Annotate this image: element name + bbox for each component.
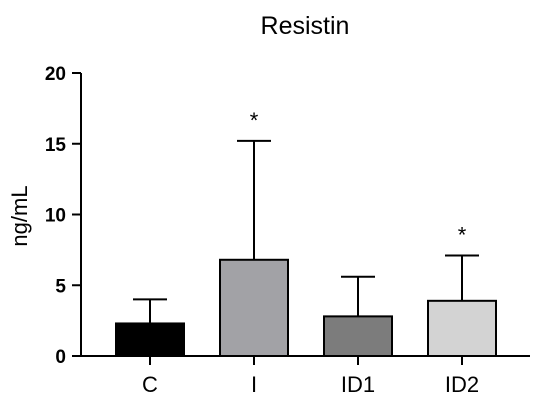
bar-c [115, 322, 185, 357]
x-tick-label: I [251, 372, 257, 397]
significance-marker: * [250, 108, 259, 133]
bar-id1 [323, 315, 393, 358]
significance-marker: * [458, 223, 467, 248]
y-tick-label: 0 [55, 347, 66, 368]
x-tick-label: ID1 [341, 372, 375, 397]
bar-id2 [427, 299, 497, 358]
y-tick-label: 15 [45, 135, 67, 156]
y-tick-label: 20 [45, 64, 66, 85]
bar-i [219, 258, 289, 357]
plot-area: 0 5 10 15 20 C I * ID1 ID2 * [45, 64, 530, 397]
y-tick-label: 5 [55, 276, 66, 297]
x-tick-label: C [142, 372, 158, 397]
x-tick-label: ID2 [445, 372, 479, 397]
chart-title: Resistin [261, 12, 350, 40]
y-axis-label: ng/mL [7, 185, 32, 246]
y-tick-label: 10 [45, 206, 66, 227]
